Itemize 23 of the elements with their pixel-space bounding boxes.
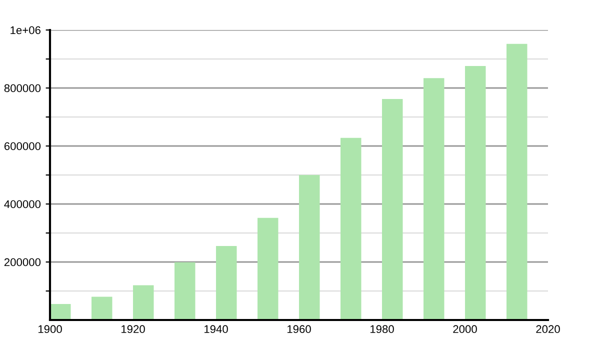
bar <box>506 44 528 320</box>
x-tick-label: 2000 <box>453 325 477 334</box>
bar <box>382 99 403 320</box>
y-tick-label: 800000 <box>4 84 41 92</box>
y-tick-label: 600000 <box>4 142 41 150</box>
bar <box>424 78 444 320</box>
y-tick-label: 400000 <box>4 200 41 208</box>
bar <box>92 296 112 320</box>
bar <box>299 175 320 320</box>
bar <box>216 246 237 320</box>
x-tick-label: 2020 <box>536 325 560 334</box>
x-tick-label: 1960 <box>287 325 311 334</box>
bar <box>133 285 154 320</box>
x-tick-label: 1980 <box>370 325 394 334</box>
bar <box>465 66 486 320</box>
bar <box>340 138 362 320</box>
bar <box>258 218 278 320</box>
x-tick-label: 1920 <box>121 325 145 334</box>
bar <box>174 262 196 320</box>
x-tick-label: 1940 <box>204 325 228 334</box>
y-tick-label: 1e+06 <box>10 26 40 34</box>
y-tick-label: 200000 <box>4 258 41 266</box>
x-tick-label: 1900 <box>38 325 62 334</box>
